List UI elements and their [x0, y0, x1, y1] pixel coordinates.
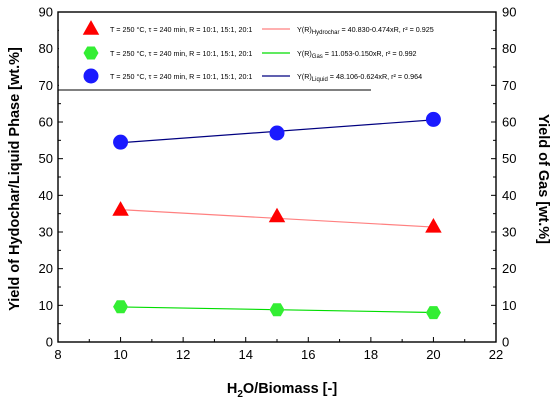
x-tick-label: 10 — [113, 347, 127, 362]
legend-marker-gas — [83, 46, 99, 60]
y-tick-label-left: 90 — [39, 5, 53, 20]
data-point-gas — [113, 300, 129, 314]
y-axis-title-left: Yield of Hydochar/Liquid Phase [wt.%] — [7, 47, 23, 311]
legend-condition: T = 250 °C, τ = 240 min, R = 10:1, 15:1,… — [110, 49, 252, 58]
y-tick-label-left: 80 — [39, 41, 53, 56]
legend-eq-rest: = 40.830-0.474xR, r² = 0.925 — [339, 25, 433, 34]
legend: T = 250 °C, τ = 240 min, R = 10:1, 15:1,… — [58, 13, 434, 91]
legend-condition: T = 250 °C, τ = 240 min, R = 10:1, 15:1,… — [110, 72, 252, 81]
y-tick-label-right: 40 — [502, 188, 516, 203]
legend-equation: Y(R)Hydrochar = 40.830-0.474xR, r² = 0.9… — [297, 25, 434, 36]
y-tick-label-right: 60 — [502, 115, 516, 130]
data-point-liquid — [269, 125, 285, 141]
y-tick-label-right: 0 — [502, 335, 509, 350]
legend-eq-subscript: Gas — [312, 54, 323, 60]
legend-equation: Y(R)Gas = 11.053-0.150xR, r² = 0.992 — [297, 49, 417, 60]
legend-eq-prefix: Y(R) — [297, 25, 312, 34]
y-tick-label-right: 80 — [502, 41, 516, 56]
legend-condition: T = 250 °C, τ = 240 min, R = 10:1, 15:1,… — [110, 25, 252, 34]
y-tick-label-right: 50 — [502, 151, 516, 166]
data-point-hydrochar — [425, 218, 442, 233]
y-axis-title-right: Yield of Gas [wt.%] — [535, 114, 550, 244]
x-axis-title-sub: 2 — [237, 389, 243, 400]
legend-eq-subscript: Liquid — [312, 77, 328, 83]
y-tick-label-left: 40 — [39, 188, 53, 203]
y-tick-label-left: 0 — [46, 335, 53, 350]
data-point-gas — [269, 303, 285, 317]
y-tick-label-right: 30 — [502, 225, 516, 240]
legend-eq-prefix: Y(R) — [297, 49, 312, 58]
legend-eq-rest: = 48.106-0.624xR, r² = 0.964 — [328, 72, 422, 81]
y-tick-label-left: 20 — [39, 261, 53, 276]
y-tick-label-right: 90 — [502, 5, 516, 20]
x-axis-title-main: H — [227, 381, 237, 397]
legend-marker-hydrochar — [82, 20, 100, 35]
y-tick-label-left: 70 — [39, 78, 53, 93]
y-tick-label-right: 70 — [502, 78, 516, 93]
x-axis-title-rest: O/Biomass [-] — [243, 381, 337, 397]
legend-marker-liquid — [83, 68, 99, 84]
data-point-hydrochar — [268, 207, 286, 223]
x-tick-label: 8 — [54, 347, 61, 362]
x-tick-label: 14 — [238, 347, 252, 362]
y-tick-label-left: 30 — [39, 225, 53, 240]
x-tick-label: 16 — [301, 347, 315, 362]
x-tick-label: 20 — [426, 347, 440, 362]
y-tick-label-right: 10 — [502, 298, 516, 313]
y-tick-label-left: 10 — [39, 298, 53, 313]
legend-eq-subscript: Hydrochar — [312, 30, 340, 36]
legend-eq-prefix: Y(R) — [297, 72, 312, 81]
x-tick-label: 18 — [364, 347, 378, 362]
data-point-liquid — [113, 134, 129, 150]
data-point-liquid — [425, 111, 441, 127]
legend-equation: Y(R)Liquid = 48.106-0.624xR, r² = 0.964 — [297, 72, 422, 83]
y-tick-label-left: 50 — [39, 151, 53, 166]
x-tick-label: 22 — [489, 347, 503, 362]
data-point-gas — [425, 306, 441, 320]
y-tick-label-left: 60 — [39, 115, 53, 130]
data-markers — [112, 111, 442, 320]
legend-eq-rest: = 11.053-0.150xR, r² = 0.992 — [323, 49, 417, 58]
x-tick-label: 12 — [176, 347, 190, 362]
y-tick-label-right: 20 — [502, 261, 516, 276]
x-axis-title: H2O/Biomass [-] — [227, 381, 337, 400]
legend-background — [59, 13, 371, 89]
data-point-hydrochar — [112, 201, 129, 216]
